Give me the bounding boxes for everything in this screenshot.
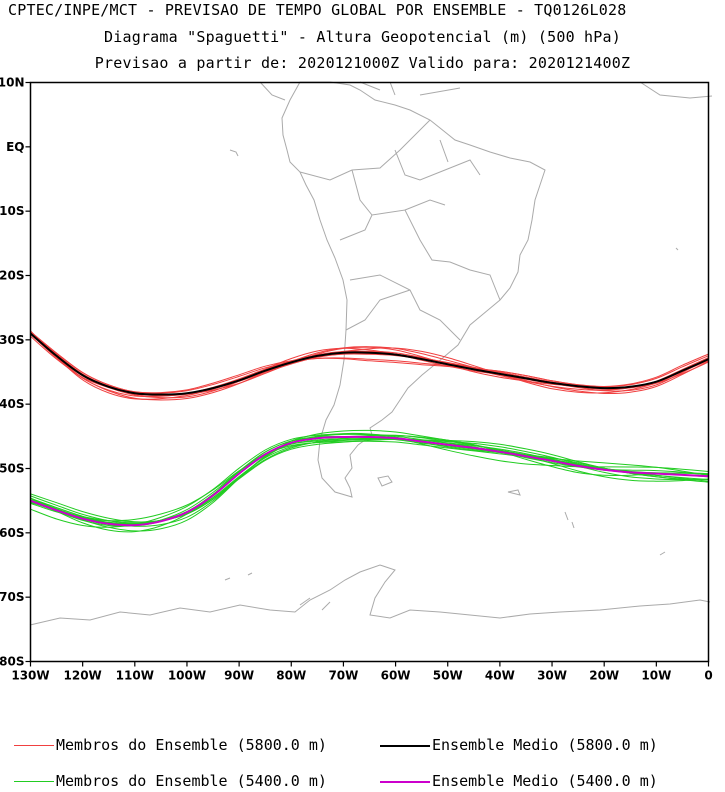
south-georgia-coastline <box>507 489 575 529</box>
x-tick-label: 40W <box>485 669 515 683</box>
legend-label: Ensemble Medio (5400.0 m) <box>432 772 658 790</box>
title-line-3: Previsao a partir de: 2020121000Z Valido… <box>94 54 631 72</box>
ensemble-member-line <box>30 332 709 396</box>
antarctica-coastline <box>29 564 711 626</box>
coastlines <box>29 81 713 626</box>
legend-label: Ensemble Medio (5800.0 m) <box>432 736 658 754</box>
x-tick-label: 20W <box>589 669 619 683</box>
x-tick-label: 100W <box>168 669 206 683</box>
ensemble-member-line <box>30 437 709 525</box>
contour-lines <box>29 330 709 533</box>
spaghetti-map: 130W 120W 110W 100W 90W 80W 70W 60W 50W 40W 30W 20W… <box>0 76 713 683</box>
ensemble-member-line <box>30 333 709 398</box>
ensemble-member-line <box>30 435 709 527</box>
ensemble-member-line <box>30 331 709 394</box>
title-line-2: Diagrama "Spaguetti" - Altura Geopotenci… <box>104 28 621 46</box>
ensemble-member-line <box>30 331 709 394</box>
legend-swatch <box>14 781 54 782</box>
ensemble-member-line <box>30 331 709 396</box>
ensemble-member-line <box>30 434 709 533</box>
x-tick-label: 110W <box>116 669 154 683</box>
ensemble-member-line <box>30 438 709 523</box>
ensemble-member-line <box>30 440 709 522</box>
y-tick-label: 70S <box>0 590 25 604</box>
ensemble-member-line <box>30 429 709 532</box>
antarctic-islands <box>224 551 666 611</box>
legend-swatch <box>14 745 54 746</box>
ensemble-member-line <box>30 438 709 525</box>
x-tick-label: 90W <box>224 669 254 683</box>
title-line-1: CPTEC/INPE/MCT - PREVISAO DE TEMPO GLOBA… <box>8 1 627 19</box>
x-tick-label: 50W <box>433 669 463 683</box>
country-borders <box>299 119 501 341</box>
ensemble-member-line <box>30 437 709 527</box>
ensemble-member-line <box>30 432 709 523</box>
ensemble-member-line <box>30 331 709 396</box>
y-tick-label: 10S <box>0 204 25 218</box>
map-frame <box>29 81 710 663</box>
ensemble-mean-line <box>29 332 709 396</box>
x-tick-label: 30W <box>537 669 567 683</box>
y-tick-label: 60S <box>0 526 25 540</box>
y-tick-label: EQ <box>6 140 24 154</box>
y-tick-label: 40S <box>0 397 25 411</box>
legend-label: Membros do Ensemble (5400.0 m) <box>56 772 327 790</box>
y-tick-label: 30S <box>0 333 25 347</box>
tick-labels: 130W 120W 110W 100W 90W 80W 70W 60W 50W 40W 30W 20W… <box>0 76 713 683</box>
ensemble-member-line <box>30 434 709 525</box>
south-america-coastline <box>281 81 546 498</box>
ensemble-member-line <box>30 335 709 395</box>
legend-label: Membros do Ensemble (5800.0 m) <box>56 736 327 754</box>
falklands-coastline <box>377 475 393 487</box>
x-tick-label: 120W <box>64 669 102 683</box>
ensemble-member-line <box>30 331 709 401</box>
y-tick-label: 50S <box>0 462 25 476</box>
x-tick-label: 0 <box>704 669 712 683</box>
x-tick-label: 10W <box>641 669 671 683</box>
ensemble-mean-line <box>30 435 709 527</box>
x-tick-label: 80W <box>276 669 306 683</box>
ensemble-member-line <box>30 433 709 528</box>
pacific-islands <box>229 149 679 251</box>
x-tick-label: 130W <box>11 669 49 683</box>
legend-swatch <box>380 781 430 783</box>
african-coast <box>639 81 713 99</box>
x-tick-label: 70W <box>328 669 358 683</box>
y-tick-label: 20S <box>0 269 25 283</box>
ensemble-member-line <box>30 433 709 527</box>
x-tick-label: 60W <box>381 669 411 683</box>
central-america-coastline <box>259 81 461 101</box>
axis-ticks <box>25 81 710 667</box>
legend-swatch <box>380 745 430 747</box>
y-tick-label: 10N <box>0 76 25 90</box>
y-tick-label: 80S <box>0 655 25 669</box>
